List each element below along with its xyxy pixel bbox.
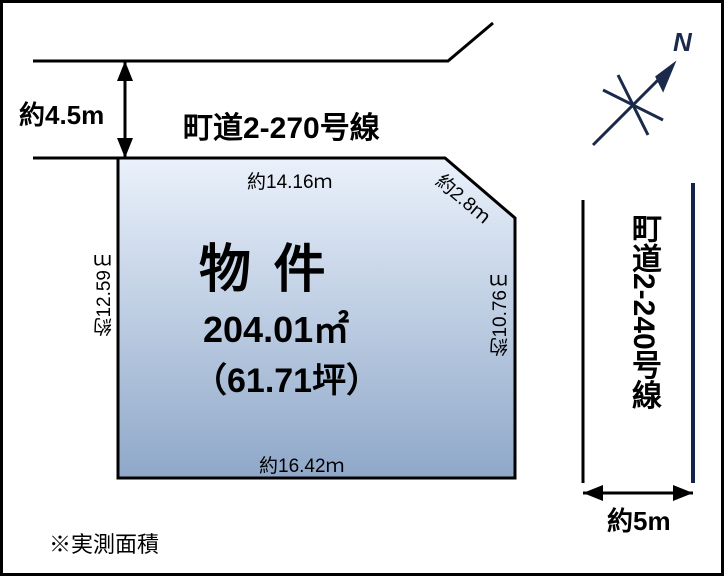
dim-top: 約14.16ｍ (247, 167, 333, 194)
footnote: ※実測面積 (49, 527, 159, 559)
compass-label: N (673, 27, 692, 58)
property-area-tsubo: （61.71坪） (193, 353, 380, 402)
plot-container: N 約4.5m 約5m 町道2-270号線 町道2-240号線 約14.16ｍ … (0, 0, 724, 576)
dim-bottom: 約16.42ｍ (259, 451, 345, 478)
road-right-gap-label: 約5m (607, 501, 671, 538)
dim-left: 約12.59ｍ (91, 251, 118, 337)
property-title: 物 件 (199, 227, 329, 302)
property-area-m2: 204.01㎡ (203, 301, 349, 353)
top-road-name: 町道2-270号線 (183, 103, 380, 147)
dim-right: 約10.76ｍ (487, 271, 514, 357)
road-top-gap-label: 約4.5m (19, 95, 104, 132)
right-road-name: 町道2-240号線 (621, 213, 665, 410)
